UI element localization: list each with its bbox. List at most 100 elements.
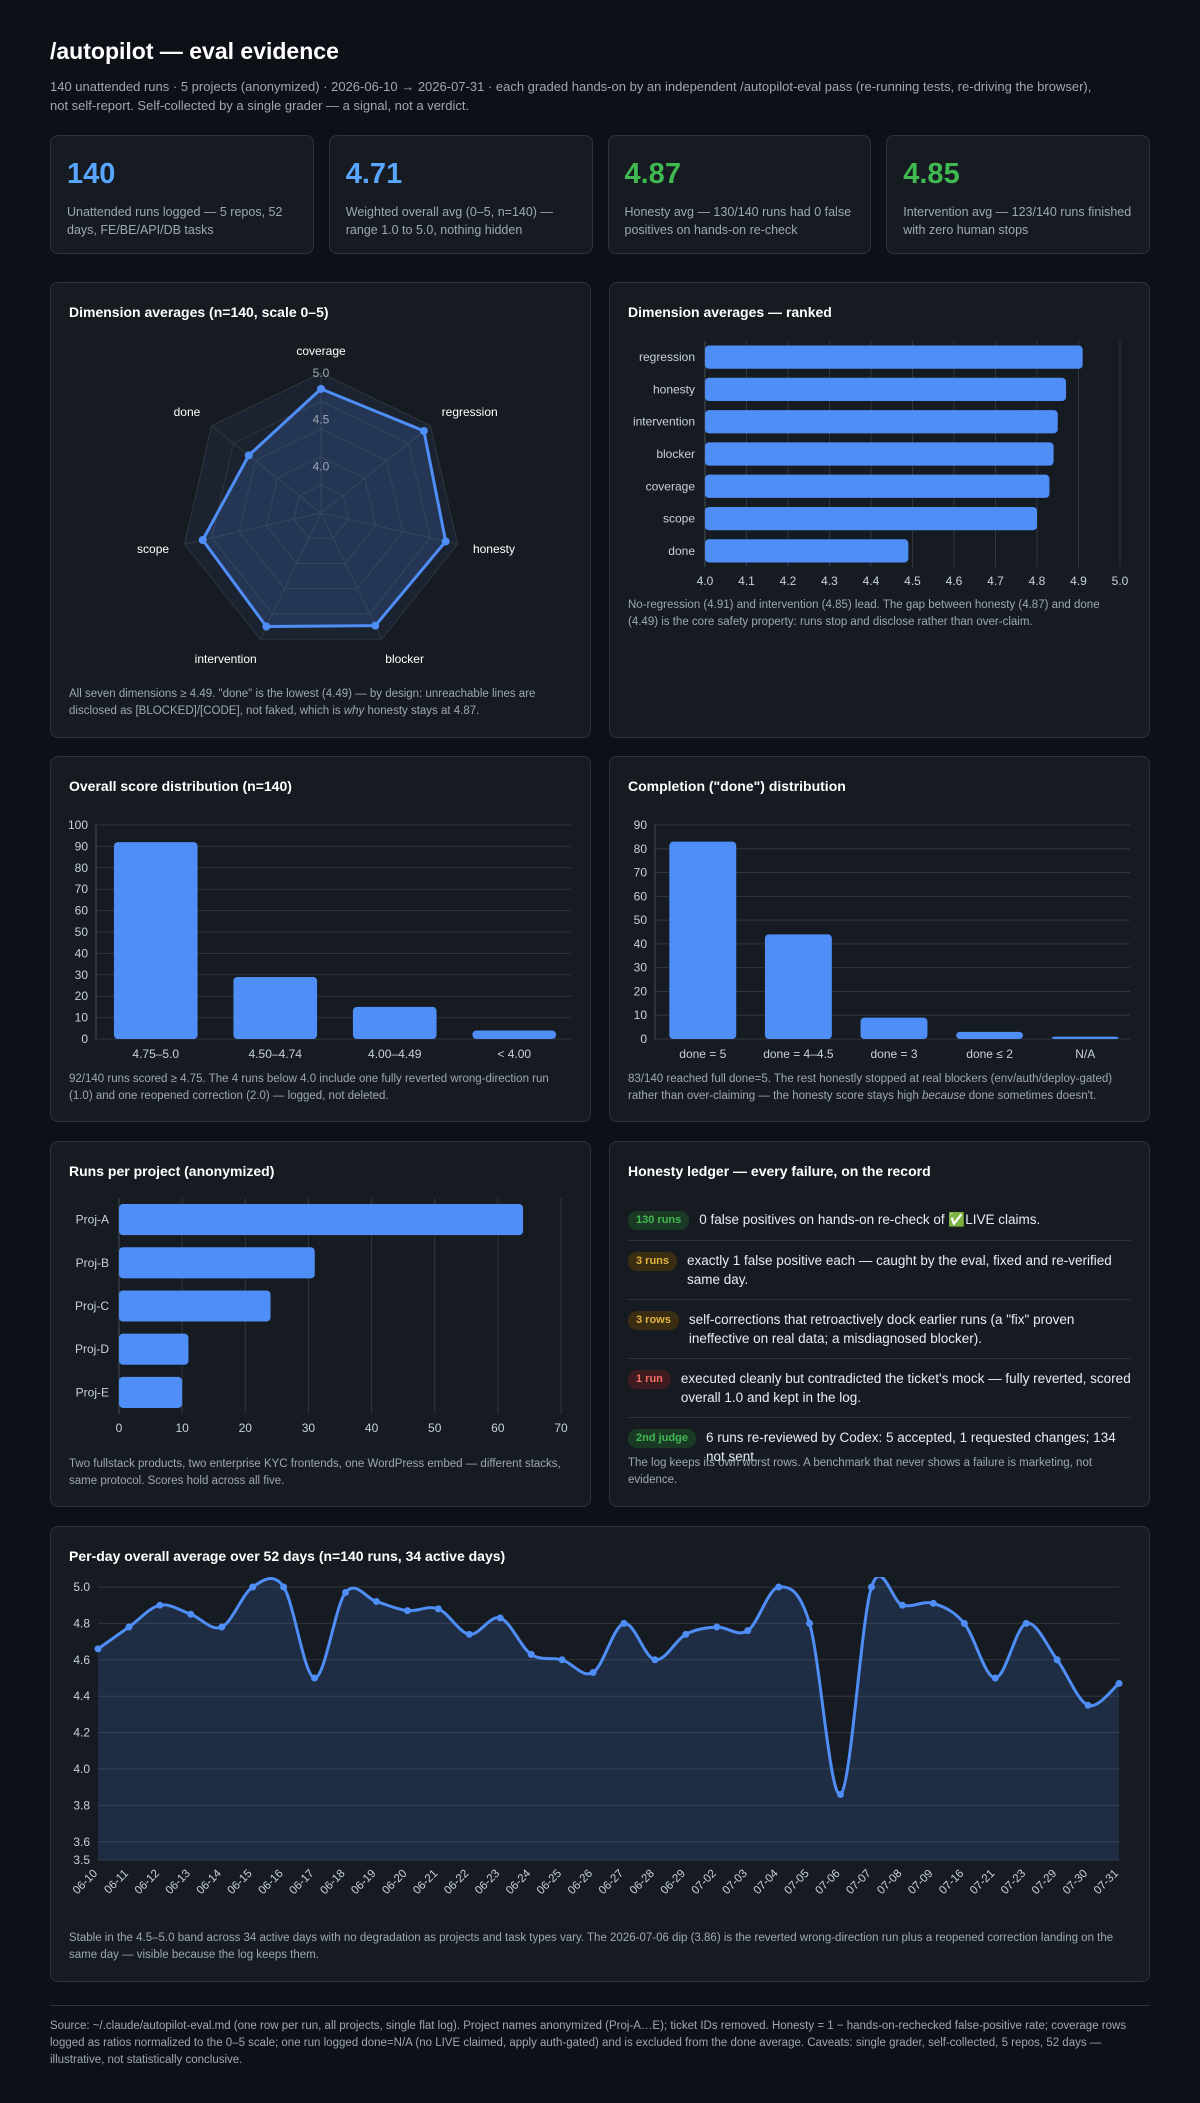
radar-spoke: [259, 512, 322, 640]
ranked-note: No-regression (4.91) and intervention (4…: [628, 599, 1100, 628]
y-tick-label: 50: [634, 913, 648, 927]
data-point: [558, 1656, 566, 1664]
kpi-card-runs: 140 Unattended runs logged — 5 repos, 52…: [50, 135, 314, 254]
radar-chart: 4.0 4.5 5.0 coverage regression honesty blocke…: [137, 344, 515, 666]
ranked-chart: 4.0 4.1 4.2 4.3 4.4 4.5 4.6 4.7 4.8 4.9 5.0 regress…: [633, 341, 1129, 588]
x-tick-label: 07-04: [751, 1867, 781, 1897]
bar: [764, 934, 832, 1039]
radar-point: [441, 537, 450, 546]
data-point: [620, 1619, 628, 1627]
x-tick-label: 50: [428, 1421, 442, 1435]
kpi-value: 4.87: [624, 158, 681, 190]
x-tick-label: 06-25: [535, 1868, 564, 1897]
data-point: [744, 1627, 752, 1635]
x-tick-label: 06-16: [256, 1868, 285, 1897]
y-tick-label: 5.0: [73, 1580, 90, 1594]
data-point: [496, 1614, 504, 1622]
daily-title: Per-day overall average over 52 days (n=…: [69, 1548, 506, 1564]
x-tick-label: 4.6: [946, 574, 963, 588]
y-tick-label: blocker: [656, 447, 695, 461]
radar-axis-label: done: [174, 405, 201, 419]
bar: [956, 1031, 1024, 1039]
data-point: [1053, 1656, 1061, 1664]
projects-note: Two fullstack products, two enterprise K…: [69, 1458, 561, 1487]
x-tick-label: 06-29: [659, 1868, 688, 1897]
y-tick-label: 90: [75, 839, 89, 853]
y-tick-label: 40: [634, 937, 648, 951]
x-tick-label: 0: [116, 1421, 123, 1435]
x-tick-label: 07-29: [1030, 1868, 1059, 1897]
data-point: [527, 1650, 535, 1658]
x-tick-label: 06-18: [318, 1868, 347, 1897]
bar: [705, 377, 1067, 402]
y-tick-label: 50: [75, 925, 89, 939]
ledger-badge: 130 runs: [628, 1211, 690, 1230]
y-tick-label: Proj-B: [76, 1256, 109, 1270]
bar: [119, 1204, 524, 1236]
x-tick-label: 07-31: [1092, 1868, 1121, 1897]
y-tick-label: 60: [75, 904, 89, 918]
bar: [119, 1376, 183, 1408]
radar-point: [198, 535, 207, 544]
radar-axis-label: scope: [137, 542, 169, 556]
overall-chart: 0 10 20 30 40 50 60 70 80 90 100 4.75–5.0 4.50–4.74 4…: [68, 818, 571, 1061]
data-point: [403, 1607, 411, 1615]
ledger-text: 0 false positives on hands-on re-check o…: [699, 1212, 1041, 1227]
radar-point: [262, 622, 271, 631]
x-tick-label: 4.4: [863, 574, 880, 588]
y-tick-label: done: [668, 544, 695, 558]
radar-point: [317, 384, 325, 393]
radar-spoke: [320, 425, 431, 514]
y-tick-label: coverage: [646, 479, 696, 493]
ledger-badge: 3 runs: [628, 1252, 678, 1271]
x-tick-label: 07-09: [906, 1868, 935, 1897]
bar: [860, 1017, 928, 1039]
x-tick-label: 07-05: [782, 1868, 811, 1897]
daily-card: Per-day overall average over 52 days (n=…: [50, 1526, 1150, 1982]
data-point: [713, 1623, 721, 1631]
ledger-row: 130 runs 0 false positives on hands-on re…: [628, 1200, 1131, 1241]
x-tick-label: 06-14: [195, 1867, 225, 1897]
y-tick-label: 80: [75, 861, 89, 875]
data-point: [311, 1674, 319, 1682]
x-tick-label: 4.2: [780, 574, 797, 588]
y-tick-label: 90: [634, 818, 648, 832]
y-tick-label: honesty: [653, 382, 695, 396]
x-tick-label: 07-30: [1061, 1868, 1090, 1897]
y-tick-label: 3.5: [73, 1853, 90, 1867]
radar-grid-ring: [183, 372, 459, 640]
projects-card: Runs per project (anonymized) 0 10 20 30 40 5…: [50, 1141, 591, 1507]
y-tick-label: 30: [634, 961, 648, 975]
data-point: [1084, 1701, 1092, 1709]
area-fill: [98, 1577, 1119, 1860]
bar: [1051, 1036, 1119, 1039]
bar: [705, 539, 909, 563]
x-tick-label: 4.75–5.0: [132, 1047, 179, 1061]
data-point: [929, 1599, 937, 1607]
x-tick-label: 06-24: [504, 1867, 534, 1897]
x-tick-label: 07-08: [875, 1868, 904, 1897]
bar: [705, 442, 1054, 466]
data-point: [960, 1619, 968, 1627]
ranked-title: Dimension averages — ranked: [628, 304, 832, 320]
ledger-text: 6 runs re-reviewed by Codex: 5 accepted,…: [705, 1430, 1116, 1464]
radar-axis-label: coverage: [296, 344, 346, 358]
x-tick-label: 4.50–4.74: [249, 1047, 303, 1061]
data-point: [342, 1588, 350, 1596]
kpi-value: 140: [67, 158, 116, 190]
y-tick-label: 10: [634, 1008, 648, 1022]
x-tick-label: 06-22: [442, 1868, 471, 1897]
ledger-row: 1 run executed cleanly but contradicted t…: [628, 1359, 1131, 1418]
y-tick-label: Proj-E: [76, 1385, 109, 1399]
ledger-row: 2nd judge 6 runs re-reviewed by Codex: 5 …: [628, 1418, 1131, 1476]
data-point: [589, 1669, 597, 1677]
y-tick-label: 60: [634, 889, 648, 903]
y-tick-label: 10: [75, 1011, 89, 1025]
x-tick-label: 4.9: [1070, 574, 1087, 588]
footer-source: Source: ~/.claude/autopilot-eval.md (one…: [50, 2005, 1150, 2069]
radar-tick-label: 4.0: [313, 459, 330, 473]
page-subtitle: 140 unattended runs · 5 projects (anonym…: [50, 79, 1092, 113]
data-point: [156, 1601, 164, 1609]
radar-card: Dimension averages (n=140, scale 0–5) 4.…: [50, 282, 591, 738]
ledger-list: 130 runs 0 false positives on hands-on re…: [628, 1200, 1131, 1476]
